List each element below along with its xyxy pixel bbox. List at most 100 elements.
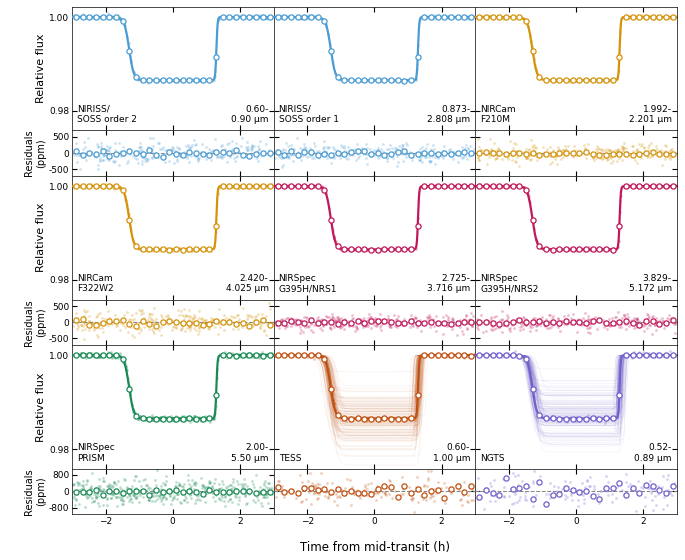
Point [527,50,538,59]
Point [293,13,304,22]
Point [168,246,179,255]
Point [71,316,82,325]
Point [634,148,645,157]
Point [232,152,242,161]
Point [194,314,205,323]
Point [625,12,636,21]
Point [314,486,325,495]
Point [144,495,155,504]
Point [499,483,510,492]
Point [308,488,319,497]
Point [186,487,197,496]
Point [77,351,88,360]
Point [171,318,182,327]
Point [497,320,508,329]
Point [623,13,634,22]
Point [318,318,329,326]
Point [147,324,158,333]
Point [273,350,284,359]
Point [593,76,604,85]
Point [393,76,403,85]
Point [588,77,599,86]
Point [586,76,597,85]
Point [337,244,348,253]
Point [508,181,519,190]
Point [84,182,95,191]
Point [606,153,616,162]
Point [643,316,653,325]
Point [406,76,416,85]
Point [458,153,469,162]
Point [193,413,204,422]
Point [473,155,484,164]
Point [553,76,564,85]
Point [654,486,665,495]
Point [485,150,496,159]
Point [593,144,603,153]
Point [148,413,159,422]
Point [138,323,149,332]
Point [98,156,109,165]
Point [193,323,204,332]
Point [610,150,621,159]
Point [261,489,272,498]
Point [594,76,605,85]
Point [188,314,199,323]
Point [177,323,188,332]
Point [645,477,656,486]
Point [636,349,647,358]
Point [310,12,321,21]
Point [612,156,623,165]
Point [659,154,670,163]
Point [638,326,649,335]
Point [432,13,443,22]
Point [443,316,453,325]
Point [480,318,491,327]
Point [148,246,159,255]
Point [123,144,134,153]
Point [461,311,472,320]
Point [251,12,262,21]
Point [484,153,495,162]
Point [254,486,265,495]
Point [233,317,244,326]
Point [103,12,114,21]
Point [527,323,538,332]
Point [527,318,538,326]
Point [582,475,593,484]
Point [203,318,214,327]
Point [621,13,632,22]
Point [504,181,515,190]
Point [407,244,418,253]
Point [86,319,97,328]
Point [379,150,390,158]
Point [345,319,356,328]
Point [585,322,596,331]
Point [413,317,424,326]
Point [462,319,473,328]
Point [582,320,593,329]
Point [317,184,328,193]
Point [240,13,251,22]
Point [344,148,355,157]
Point [213,14,224,23]
Point [213,317,224,326]
Point [345,413,356,422]
Point [397,75,408,84]
Point [119,475,130,484]
Point [115,318,126,327]
Point [290,12,301,21]
Point [192,245,203,254]
Point [221,184,232,193]
Point [119,474,130,483]
Point [401,148,412,157]
Point [238,352,249,361]
Point [347,488,358,497]
Point [637,181,648,190]
Point [584,76,595,85]
Point [406,316,416,325]
Point [177,244,188,253]
Point [79,306,90,315]
Point [104,150,115,158]
Point [331,316,342,325]
